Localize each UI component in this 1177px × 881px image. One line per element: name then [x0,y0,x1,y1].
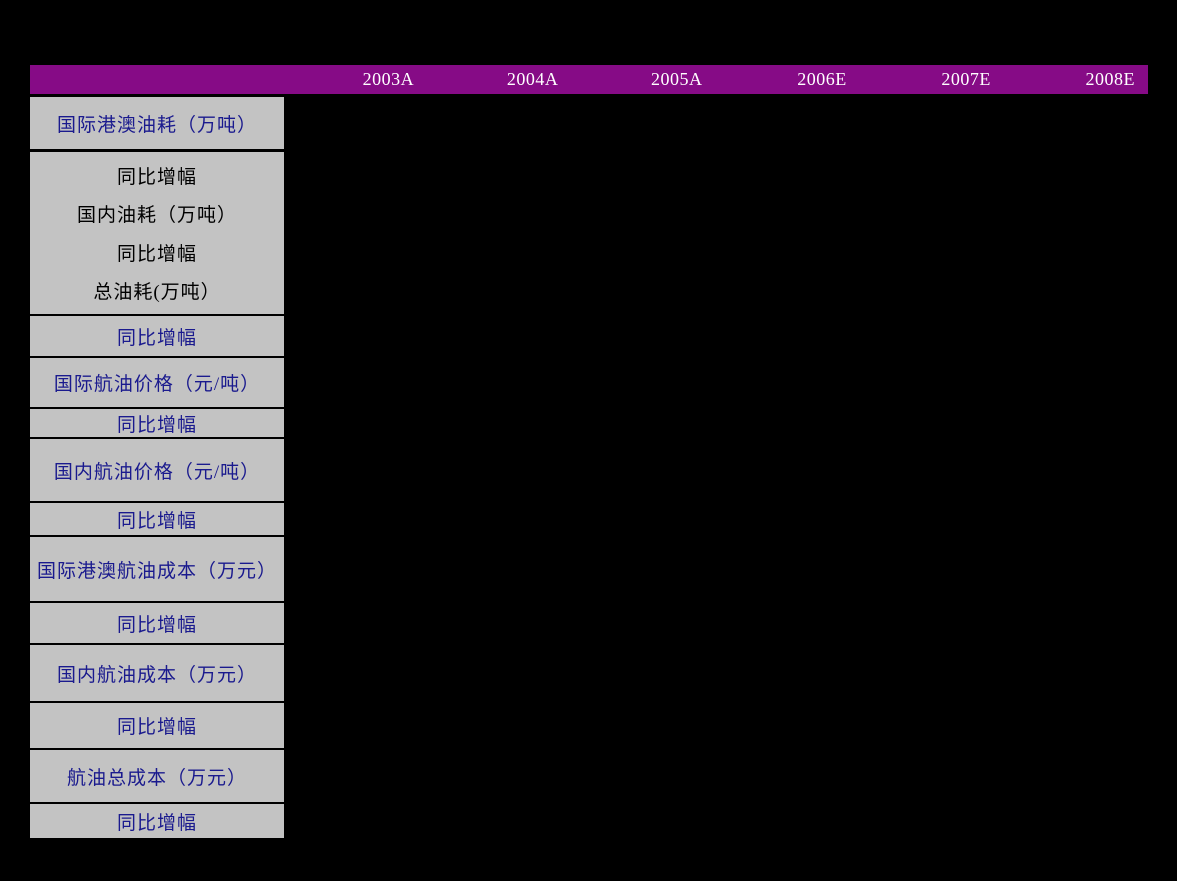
table-row-label: 国内航油成本（万元） [30,645,284,703]
year-column-header: 2007E [941,69,991,89]
table-row-label: 同比增幅 [30,503,284,537]
table-row-label: 同比增幅 [30,703,284,750]
table-row-label: 国内航油价格（元/吨） [30,439,284,503]
table-row-label-line: 总油耗(万吨） [93,282,221,304]
table-row-label: 同比增幅 [30,603,284,645]
year-column-header: 2005A [651,69,703,89]
year-column-header: 2008E [1085,69,1136,89]
table-row-label-line: 同比增幅 [116,243,197,265]
header-label-spacer [30,65,283,94]
year-column-header: 2006E [797,69,847,89]
table-row-label: 国际航油价格（元/吨） [30,358,284,409]
table-header-row: 2003A 2004A 2005A 2006E 2007E 2008E [30,65,1148,94]
table-row-label: 航油总成本（万元） [30,750,284,804]
year-header-group: 2003A 2004A 2005A 2006E 2007E 2008E [283,65,1148,94]
table-row-label: 同比增幅 国内油耗（万吨） 同比增幅 总油耗(万吨） [30,152,284,316]
table-row-label: 国际港澳航油成本（万元） [30,537,284,603]
table-row-label: 同比增幅 [116,812,197,834]
year-column-header: 2004A [506,69,559,89]
table-row-label: 同比增幅 [30,409,284,439]
table-row-label: 同比增幅 [30,316,284,358]
table-row-label-line: 国内油耗（万吨） [76,205,237,227]
table-row-label: 国际港澳油耗（万吨） [30,97,284,152]
table-row-label-line: 同比增幅 [116,166,197,188]
row-label-column: 国际港澳油耗（万吨） 同比增幅 国内油耗（万吨） 同比增幅 总油耗(万吨） 同比增幅 国际航… [30,97,284,838]
year-column-header: 2003A [362,69,415,89]
